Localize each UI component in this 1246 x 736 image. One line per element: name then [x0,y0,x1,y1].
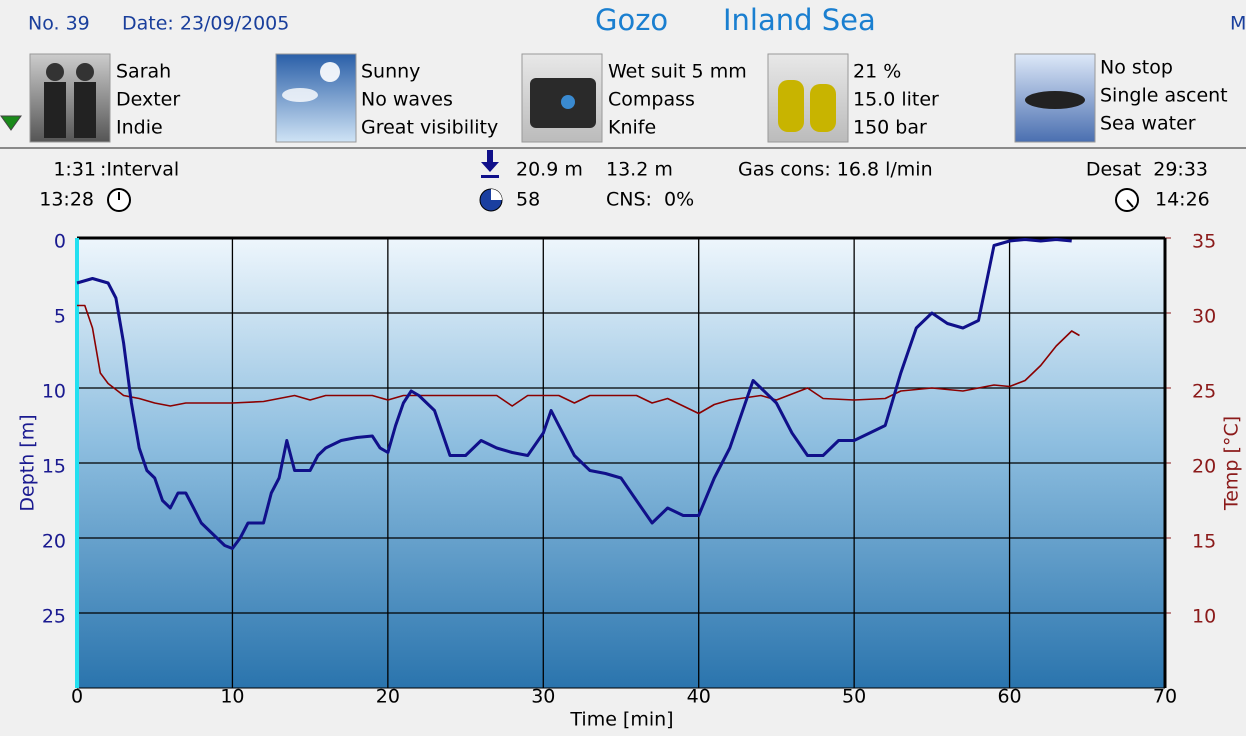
y-tick-label: 15 [42,456,66,478]
deco-icon[interactable] [1014,53,1096,143]
y-tick-label: 0 [54,231,66,253]
y2-tick-label: 35 [1192,231,1216,253]
gas-consumption: Gas cons: 16.8 l/min [738,159,933,181]
desat: Desat 29:33 [1086,159,1208,181]
cns: CNS: 0% [606,189,694,211]
info-line: Sunny [361,61,420,83]
cut-text: M [1230,13,1246,35]
x-tick-label: 70 [1153,686,1177,708]
info-line: Sea water [1100,113,1196,135]
info-line: Compass [608,89,695,111]
duration-icon [479,188,503,212]
info-line: Single ascent [1100,85,1228,107]
end-time: 14:26 [1155,189,1210,211]
interval-label: :Interval [100,159,179,181]
info-line: Knife [608,117,656,139]
dive-profile-chart [75,236,1171,689]
info-line: Great visibility [361,117,498,139]
x-axis-label: Time [min] [569,709,673,731]
dive-number: No. 39 [28,13,90,35]
max-depth-icon [481,150,499,178]
dive-site: Gozo [595,3,668,37]
info-line: Wet suit 5 mm [608,61,747,83]
y2-axis-label: Temp [°C] [1221,416,1243,511]
dive-date: Date: 23/09/2005 [122,13,289,35]
expand-button[interactable] [0,115,22,131]
x-tick-label: 50 [842,686,866,708]
y-tick-label: 10 [42,381,66,403]
y-tick-label: 20 [42,531,66,553]
duration: 58 [516,189,540,211]
x-tick-label: 60 [997,686,1021,708]
y2-tick-label: 20 [1192,456,1216,478]
end-clock-icon [1115,188,1139,212]
x-tick-label: 10 [220,686,244,708]
equipment-icon[interactable] [521,53,603,143]
y-tick-label: 5 [54,306,66,328]
x-tick-label: 30 [531,686,555,708]
gas-icon[interactable] [767,53,849,143]
info-line: Indie [116,117,163,139]
avg-depth: 13.2 m [606,159,673,181]
start-time: 13:28 [39,189,94,211]
y2-tick-label: 10 [1192,606,1216,628]
x-tick-label: 0 [71,686,83,708]
temperature-line [77,304,1080,415]
max-depth: 20.9 m [516,159,583,181]
x-tick-label: 40 [687,686,711,708]
info-line: Dexter [116,89,180,111]
info-line: No waves [361,89,453,111]
dive-location: Inland Sea [723,3,876,37]
clock-icon [107,188,131,212]
info-line: 150 bar [853,117,927,139]
depth-line [76,238,1072,550]
info-line: 21 % [853,61,901,83]
x-tick-label: 20 [376,686,400,708]
weather-icon[interactable] [275,53,357,143]
y-axis-label: Depth [m] [17,414,39,511]
info-line: No stop [1100,57,1173,79]
y-tick-label: 25 [42,606,66,628]
interval-time: 1:31 [53,159,96,181]
y2-tick-label: 15 [1192,531,1216,553]
info-line: 15.0 liter [853,89,939,111]
buddy-icon[interactable] [29,53,111,143]
info-line: Sarah [116,61,171,83]
y2-tick-label: 25 [1192,381,1216,403]
y2-tick-label: 30 [1192,306,1216,328]
